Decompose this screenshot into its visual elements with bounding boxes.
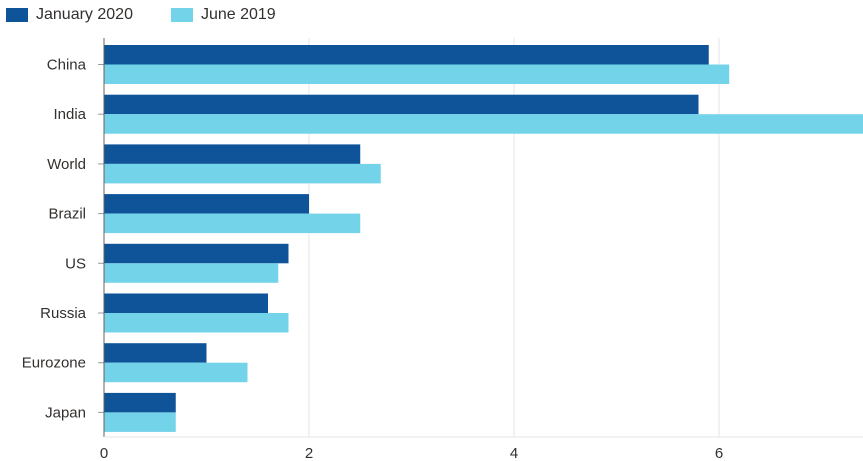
bar-us-january-2020 — [104, 243, 289, 264]
bar-india-june-2019 — [104, 114, 863, 134]
bar-us-june-2019 — [104, 263, 279, 283]
bar-china-june-2019 — [104, 64, 730, 84]
category-label-japan: Japan — [45, 404, 86, 421]
bar-eurozone-june-2019 — [104, 362, 248, 383]
category-label-us: US — [65, 255, 86, 272]
bar-world-january-2020 — [104, 144, 361, 164]
x-tick-label-4: 4 — [510, 445, 518, 461]
category-label-russia: Russia — [40, 305, 87, 322]
bar-china-january-2020 — [104, 45, 709, 65]
legend-item-january-2020: January 2020 — [6, 6, 133, 24]
x-tick-label-0: 0 — [100, 445, 108, 461]
legend-label-january-2020: January 2020 — [36, 6, 133, 23]
category-label-india: India — [53, 106, 86, 123]
bar-japan-june-2019 — [104, 412, 176, 432]
bar-russia-june-2019 — [104, 313, 289, 333]
legend: January 2020 June 2019 — [6, 6, 314, 24]
x-tick-label-6: 6 — [715, 445, 723, 461]
legend-label-june-2019: June 2019 — [200, 6, 276, 23]
category-label-brazil: Brazil — [48, 206, 86, 223]
x-tick-label-2: 2 — [305, 445, 313, 461]
legend-swatch-june-2019 — [170, 8, 193, 22]
bar-brazil-june-2019 — [104, 213, 361, 234]
legend-item-june-2019: June 2019 — [170, 6, 276, 24]
bar-india-january-2020 — [104, 94, 699, 115]
bar-japan-january-2020 — [104, 392, 176, 413]
bar-russia-january-2020 — [104, 293, 268, 313]
bar-brazil-january-2020 — [104, 194, 309, 214]
category-label-eurozone: Eurozone — [22, 355, 86, 372]
category-label-china: China — [47, 57, 87, 74]
bar-world-june-2019 — [104, 163, 381, 184]
category-label-world: World — [47, 156, 86, 173]
legend-swatch-january-2020 — [6, 8, 28, 22]
bar-eurozone-january-2020 — [104, 343, 207, 363]
